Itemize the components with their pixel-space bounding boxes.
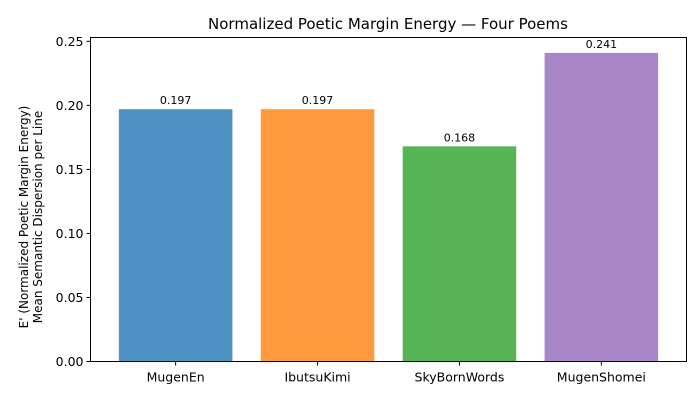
y-tick-label: 0.00 [56,354,84,369]
bar-value-label: 0.197 [302,94,334,107]
x-tick-label: IbutsuKimi [284,370,350,385]
x-tick-label: SkyBornWords [415,370,505,385]
y-tick-label: 0.25 [56,34,84,49]
y-tick-label: 0.05 [56,290,84,305]
bar-value-label: 0.197 [160,94,192,107]
y-tick-label: 0.15 [56,162,84,177]
bar [402,146,517,362]
y-axis-ticks: 0.00 0.05 0.10 0.15 0.20 0.25 [56,34,91,369]
bar-value-label: 0.241 [586,38,618,51]
bar-value-label: 0.168 [444,131,476,144]
x-axis-ticks: MugenEn IbutsuKimi SkyBornWords MugenShomei [147,361,646,385]
chart-title: Normalized Poetic Margin Energy — Four P… [208,15,568,33]
bars [118,52,659,362]
y-axis-label: E' (Normalized Poetic Margin Energy) Mea… [17,106,45,329]
plot-frame [90,37,687,362]
y-tick-label: 0.20 [56,98,84,113]
x-tick-label: MugenEn [147,370,205,385]
y-axis-label-line-1: E' (Normalized Poetic Margin Energy) [17,106,31,329]
bar-value-labels: 0.197 0.197 0.168 0.241 [160,38,617,144]
bar [544,52,659,362]
bar [118,109,233,362]
y-tick-label: 0.10 [56,226,84,241]
y-axis-label-line-2: Mean Semantic Dispersion per Line [31,111,45,323]
x-tick-label: MugenShomei [557,370,646,385]
bar [260,109,375,362]
